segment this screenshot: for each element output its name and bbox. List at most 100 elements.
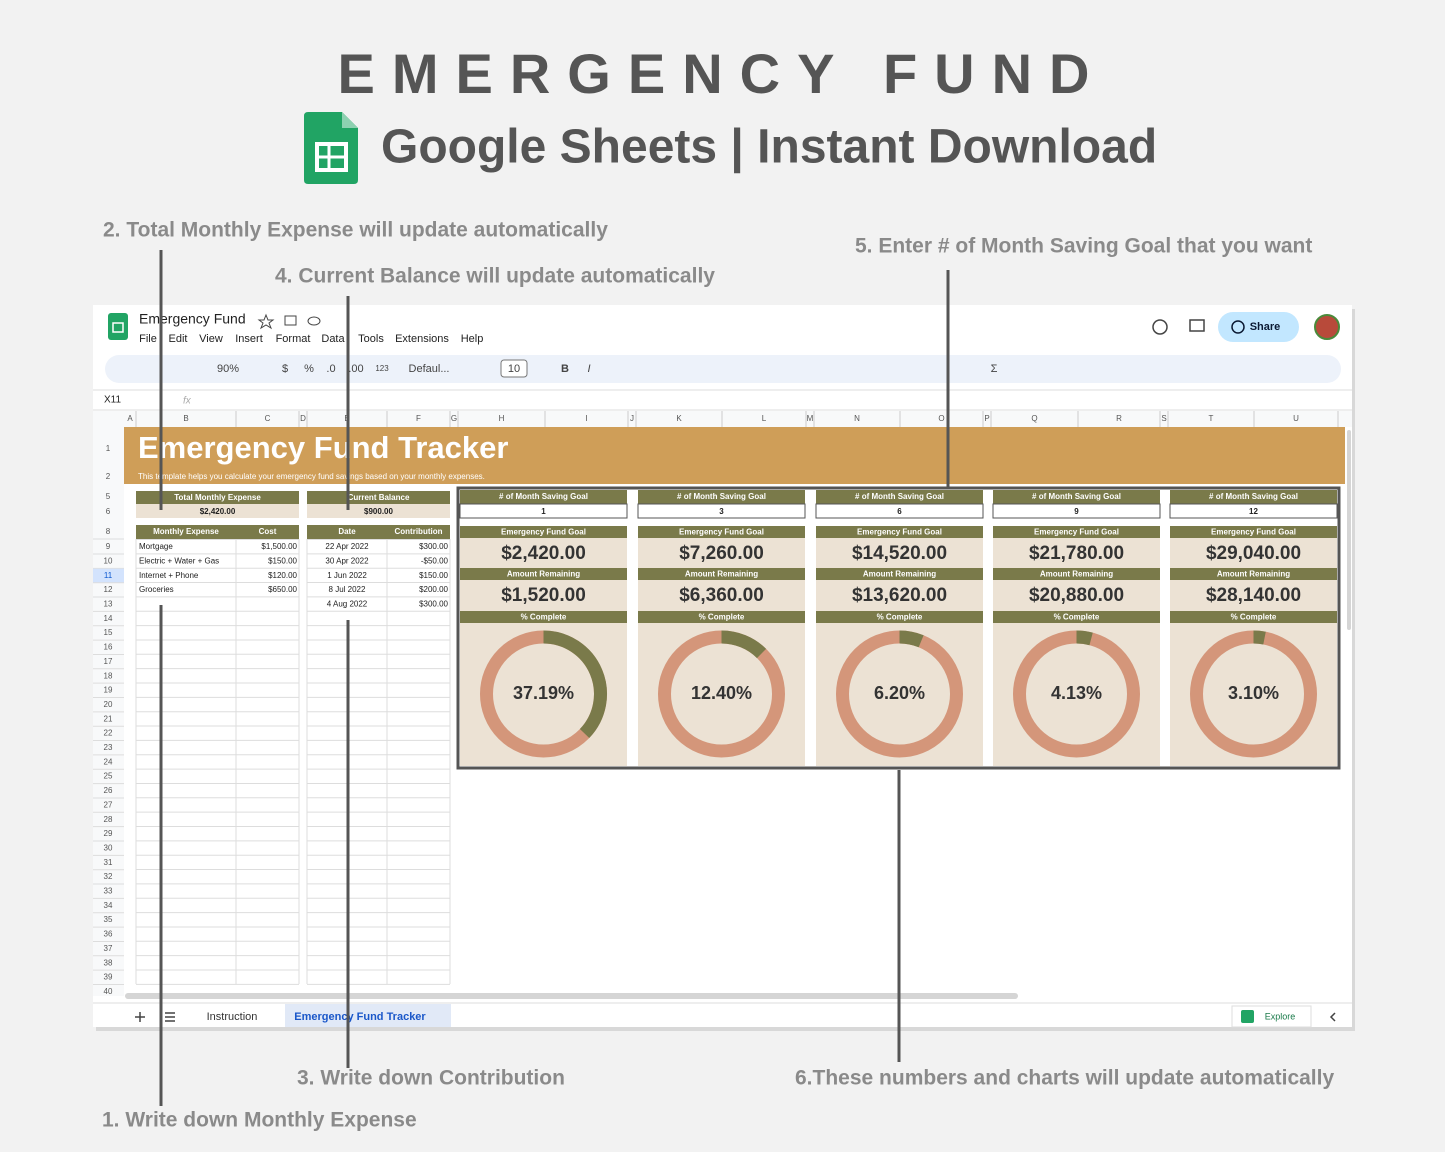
menu-item[interactable]: Data	[321, 333, 345, 345]
history-icon[interactable]	[1152, 319, 1168, 335]
goal-months-value[interactable]: 3	[719, 507, 724, 516]
comment-icon[interactable]	[1189, 319, 1205, 332]
share-button[interactable]	[1218, 312, 1299, 342]
row-header: 8	[106, 527, 111, 536]
goal-months-cell	[1169, 503, 1338, 519]
goal-months-value[interactable]: 6	[897, 507, 902, 516]
font-size-box[interactable]	[500, 359, 528, 378]
menu-item[interactable]: Tools	[358, 333, 384, 345]
formula-icon: fx	[183, 396, 192, 407]
column-header: O	[938, 414, 944, 423]
goal-months-label: # of Month Saving Goal	[855, 492, 944, 501]
sheet-tab[interactable]: Emergency Fund Tracker	[294, 1011, 426, 1023]
all-sheets[interactable]	[165, 1012, 175, 1022]
column-header: L	[762, 414, 767, 423]
goal-label: % Complete	[877, 613, 923, 622]
menu-item[interactable]: Extensions	[395, 333, 449, 345]
column-header: R	[1116, 414, 1122, 423]
page-title: EMERGENCY FUND	[337, 42, 1106, 105]
goal-label-bar	[993, 611, 1160, 623]
row-header: 33	[104, 887, 113, 896]
donut-label: 12.40%	[691, 683, 752, 703]
page-subtitle: Google Sheets | Instant Download	[381, 121, 1157, 174]
h-scrollbar[interactable]	[125, 993, 1018, 999]
v-scrollbar[interactable]	[1347, 430, 1351, 630]
summary-value: $900.00	[364, 507, 393, 516]
donut-label: 37.19%	[513, 683, 574, 703]
toolbar-item[interactable]: Σ	[991, 363, 998, 375]
column-header: U	[1293, 414, 1299, 423]
explore-icon	[1241, 1010, 1254, 1023]
menu-item[interactable]: Format	[276, 333, 311, 345]
menu-item[interactable]: Insert	[235, 333, 263, 345]
menu-item[interactable]: Edit	[169, 333, 188, 345]
goal-label: % Complete	[521, 613, 567, 622]
avatar[interactable]	[1314, 314, 1340, 340]
goal-card	[460, 526, 627, 766]
column-header: B	[183, 414, 188, 423]
goal-months-label: # of Month Saving Goal	[1032, 492, 1121, 501]
row-header: 30	[104, 843, 113, 852]
table-cell: 8 Jul 2022	[329, 585, 366, 594]
toolbar-item[interactable]: $	[282, 363, 288, 375]
goal-label-bar	[1170, 611, 1337, 623]
summary-value-cell	[136, 504, 299, 518]
column-header: Q	[1031, 414, 1037, 423]
row-header: 19	[104, 686, 113, 695]
sheet-description: This template helps you calculate your e…	[138, 472, 485, 481]
goal-value: $20,880.00	[1029, 585, 1124, 606]
row-header: 21	[104, 714, 113, 723]
toolbar-item[interactable]: %	[304, 363, 314, 375]
goal-months-header	[460, 490, 627, 504]
menu-item[interactable]: View	[199, 333, 223, 345]
goal-label-bar	[816, 568, 983, 580]
menu-item[interactable]: File	[139, 333, 157, 345]
toolbar-item[interactable]: 123	[375, 364, 389, 373]
active-tab[interactable]	[285, 1004, 451, 1027]
row-header: 26	[104, 786, 113, 795]
summary-header	[307, 491, 450, 504]
annotation: 6.These numbers and charts will update a…	[795, 1067, 1334, 1090]
row-header: 36	[104, 930, 113, 939]
row-header: 5	[106, 492, 111, 501]
goal-label: Amount Remaining	[1217, 570, 1290, 579]
menu-item[interactable]: Help	[461, 333, 484, 345]
toolbar-item[interactable]: 90%	[217, 363, 239, 375]
donut-progress	[899, 630, 924, 648]
row-header: 11	[104, 571, 113, 580]
toolbar-item[interactable]: B	[561, 363, 569, 375]
column-header: M	[807, 414, 814, 423]
goal-label-bar	[1170, 526, 1337, 538]
table-header-cell: Monthly Expense	[153, 527, 219, 536]
sheet-tab[interactable]: Instruction	[207, 1011, 258, 1023]
row-header: 27	[104, 800, 113, 809]
table-cell: 1 Jun 2022	[327, 571, 367, 580]
goal-months-value[interactable]: 1	[541, 507, 546, 516]
donut-progress	[1076, 630, 1093, 646]
collapse-icon[interactable]	[1329, 1012, 1336, 1022]
toolbar-item[interactable]: .0	[326, 363, 335, 375]
doc-title: Emergency Fund	[139, 311, 246, 327]
toolbar-item[interactable]: I	[587, 363, 590, 375]
goal-label-bar	[816, 611, 983, 623]
goal-months-value[interactable]: 12	[1249, 507, 1258, 516]
goal-label-bar	[638, 568, 805, 580]
toolbar-item[interactable]: .00	[348, 363, 363, 375]
row-header: 37	[104, 944, 113, 953]
goal-label-bar	[993, 526, 1160, 538]
summary-value-cell	[307, 504, 450, 518]
table-cell: 4 Aug 2022	[327, 600, 368, 609]
goal-months-value[interactable]: 9	[1074, 507, 1079, 516]
column-header: S	[1161, 414, 1166, 423]
app-icon	[108, 313, 128, 340]
goal-months-cell	[637, 503, 806, 519]
table-cell: Internet + Phone	[139, 571, 199, 580]
sheets-logo	[304, 112, 358, 184]
toolbar-item[interactable]: 10	[508, 363, 520, 375]
add-sheet[interactable]	[135, 1012, 145, 1022]
explore-label[interactable]: Explore	[1265, 1011, 1296, 1021]
toolbar-item[interactable]: Defaul...	[409, 363, 450, 375]
table-cell: $300.00	[419, 542, 448, 551]
share-label[interactable]: Share	[1250, 321, 1281, 333]
goal-months-cell	[815, 503, 984, 519]
